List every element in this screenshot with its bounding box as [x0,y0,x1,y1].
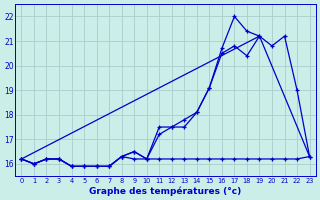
X-axis label: Graphe des températures (°c): Graphe des températures (°c) [89,186,242,196]
